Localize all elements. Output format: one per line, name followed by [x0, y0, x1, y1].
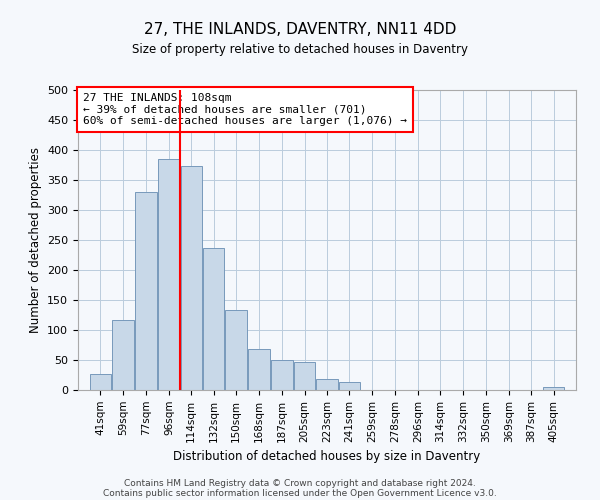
Text: Contains public sector information licensed under the Open Government Licence v3: Contains public sector information licen… [103, 488, 497, 498]
Bar [158, 159, 179, 390]
Bar [134, 192, 157, 390]
Text: 27 THE INLANDS: 108sqm
← 39% of detached houses are smaller (701)
60% of semi-de: 27 THE INLANDS: 108sqm ← 39% of detached… [83, 93, 407, 126]
Bar [339, 382, 360, 390]
Bar [112, 320, 134, 390]
Bar [226, 310, 247, 390]
Bar [316, 379, 338, 390]
Bar [203, 248, 224, 390]
Bar [543, 387, 564, 390]
Bar [90, 374, 111, 390]
X-axis label: Distribution of detached houses by size in Daventry: Distribution of detached houses by size … [173, 450, 481, 463]
Bar [294, 362, 315, 390]
Y-axis label: Number of detached properties: Number of detached properties [29, 147, 41, 333]
Bar [248, 349, 271, 390]
Text: Size of property relative to detached houses in Daventry: Size of property relative to detached ho… [132, 42, 468, 56]
Bar [181, 166, 202, 390]
Bar [271, 360, 293, 390]
Text: Contains HM Land Registry data © Crown copyright and database right 2024.: Contains HM Land Registry data © Crown c… [124, 478, 476, 488]
Text: 27, THE INLANDS, DAVENTRY, NN11 4DD: 27, THE INLANDS, DAVENTRY, NN11 4DD [144, 22, 456, 38]
